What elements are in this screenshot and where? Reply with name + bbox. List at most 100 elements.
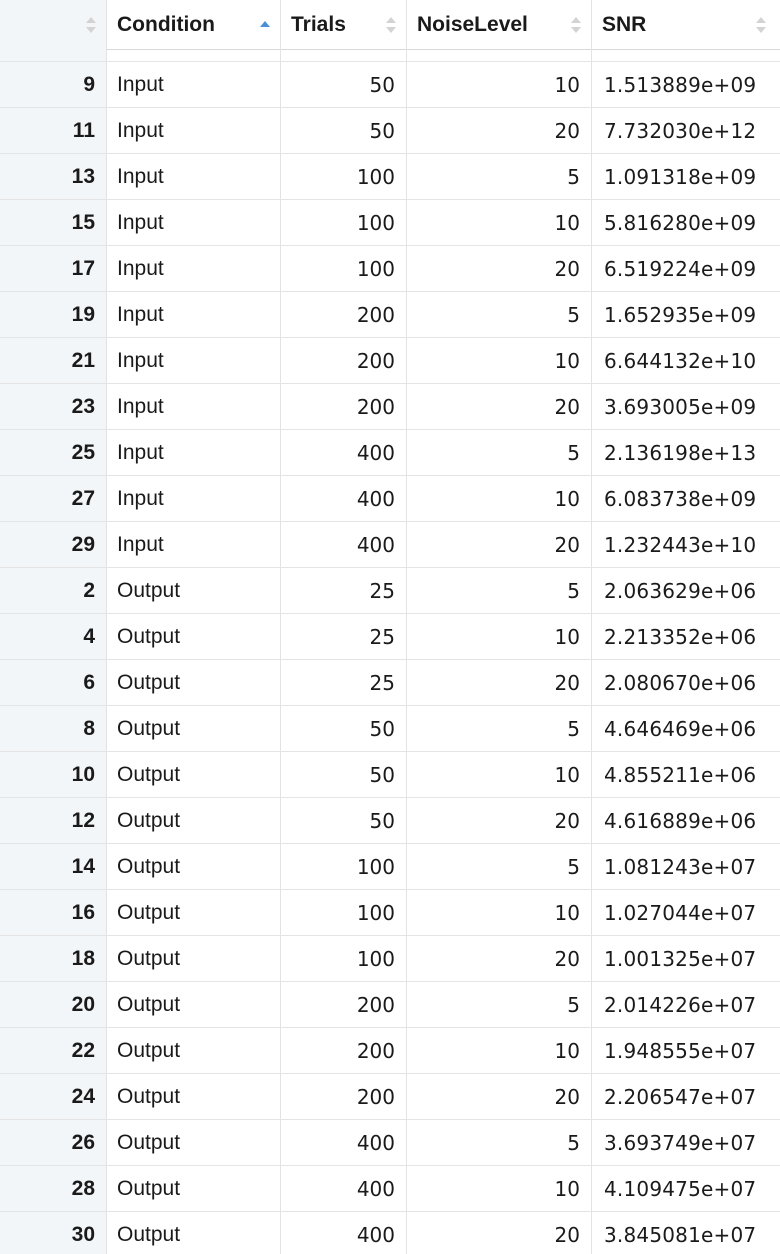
table-row: 27 Input 400 10 6.083738e+09 [0,476,780,522]
condition-cell: Input [107,292,281,337]
condition-cell: Output [107,752,281,797]
snr-cell: 3.693005e+09 [604,394,757,419]
row-index-cell: 4 [0,614,107,659]
trials-cell: 200 [281,292,407,337]
snr-cell: 5.816280e+09 [604,210,757,235]
noiselevel-cell: 20 [407,522,592,567]
noiselevel-cell: 20 [407,246,592,291]
trials-cell: 50 [281,706,407,751]
condition-cell: Output [107,1120,281,1165]
condition-cell: Output [107,844,281,889]
snr-cell: 4.109475e+07 [604,1176,757,1201]
row-index-cell: 16 [0,890,107,935]
table-row: 13 Input 100 5 1.091318e+09 [0,154,780,200]
snr-cell: 2.136198e+13 [604,440,757,465]
snr-cell: 3.845081e+07 [604,1222,757,1247]
noiselevel-cell: 20 [407,936,592,981]
row-index-cell: 14 [0,844,107,889]
table-row: 21 Input 200 10 6.644132e+10 [0,338,780,384]
column-header-label: Trials [291,13,346,36]
snr-cell: 6.083738e+09 [604,486,757,511]
condition-cell: Input [107,384,281,429]
trials-cell: 200 [281,1074,407,1119]
trials-cell: 25 [281,614,407,659]
trials-cell: 200 [281,1028,407,1073]
condition-cell: Output [107,1212,281,1254]
trials-cell: 50 [281,752,407,797]
noiselevel-cell: 10 [407,890,592,935]
trials-cell: 200 [281,384,407,429]
noiselevel-cell: 20 [407,1212,592,1254]
noiselevel-cell: 5 [407,706,592,751]
snr-cell: 2.206547e+07 [604,1084,757,1109]
trials-cell: 100 [281,154,407,199]
row-index-cell: 2 [0,568,107,613]
trials-cell: 100 [281,246,407,291]
row-index-cell: 6 [0,660,107,705]
table-row: 10 Output 50 10 4.855211e+06 [0,752,780,798]
trials-cell: 100 [281,890,407,935]
noiselevel-cell: 10 [407,752,592,797]
sort-icon[interactable] [386,17,396,33]
row-index-cell: 29 [0,522,107,567]
row-index-cell: 13 [0,154,107,199]
row-index-cell: 10 [0,752,107,797]
trials-cell: 50 [281,108,407,153]
row-index-cell: 26 [0,1120,107,1165]
snr-cell: 1.948555e+07 [604,1038,757,1063]
condition-cell: Input [107,522,281,567]
row-index-cell: 27 [0,476,107,521]
table-row: 16 Output 100 10 1.027044e+07 [0,890,780,936]
trials-cell: 400 [281,476,407,521]
snr-cell: 1.081243e+07 [604,854,757,879]
trials-cell: 100 [281,936,407,981]
row-index-cell: 11 [0,108,107,153]
noiselevel-cell: 20 [407,108,592,153]
condition-cell: Output [107,1028,281,1073]
column-header-snr[interactable]: SNR [592,0,776,50]
sort-icon[interactable] [571,17,581,33]
table-row: 26 Output 400 5 3.693749e+07 [0,1120,780,1166]
noiselevel-cell: 5 [407,292,592,337]
trials-cell: 200 [281,338,407,383]
snr-cell: 2.063629e+06 [604,578,757,603]
column-header-index[interactable] [0,0,107,50]
trials-cell: 400 [281,430,407,475]
noiselevel-cell: 10 [407,1028,592,1073]
snr-cell: 1.513889e+09 [604,72,757,97]
table-row: 12 Output 50 20 4.616889e+06 [0,798,780,844]
snr-cell: 7.732030e+12 [604,118,757,143]
row-index-cell: 20 [0,982,107,1027]
condition-cell: Output [107,890,281,935]
column-header-label: SNR [602,13,647,36]
snr-cell: 1.232443e+10 [604,532,757,557]
sort-ascending-icon[interactable] [260,21,270,29]
condition-cell: Input [107,246,281,291]
condition-cell: Output [107,706,281,751]
table-row: 9 Input 50 10 1.513889e+09 [0,62,780,108]
sort-icon[interactable] [86,17,96,33]
snr-cell: 6.644132e+10 [604,348,757,373]
table-row: 20 Output 200 5 2.014226e+07 [0,982,780,1028]
trials-cell: 400 [281,1166,407,1211]
trials-cell: 100 [281,200,407,245]
column-header-trials[interactable]: Trials [281,0,407,50]
snr-cell: 1.091318e+09 [604,164,757,189]
snr-cell: 4.855211e+06 [604,762,757,787]
noiselevel-cell: 20 [407,660,592,705]
table-row: 30 Output 400 20 3.845081e+07 [0,1212,780,1254]
noiselevel-cell: 20 [407,798,592,843]
column-header-label: Condition [117,13,215,36]
table-row: 25 Input 400 5 2.136198e+13 [0,430,780,476]
column-header-noiselevel[interactable]: NoiseLevel [407,0,592,50]
table-row: 15 Input 100 10 5.816280e+09 [0,200,780,246]
snr-cell: 6.519224e+09 [604,256,757,281]
noiselevel-cell: 5 [407,154,592,199]
column-header-condition[interactable]: Condition [107,0,281,50]
noiselevel-cell: 5 [407,430,592,475]
noiselevel-cell: 10 [407,338,592,383]
noiselevel-cell: 10 [407,1166,592,1211]
snr-cell: 1.001325e+07 [604,946,757,971]
sort-icon[interactable] [756,17,766,33]
snr-cell: 2.014226e+07 [604,992,757,1017]
